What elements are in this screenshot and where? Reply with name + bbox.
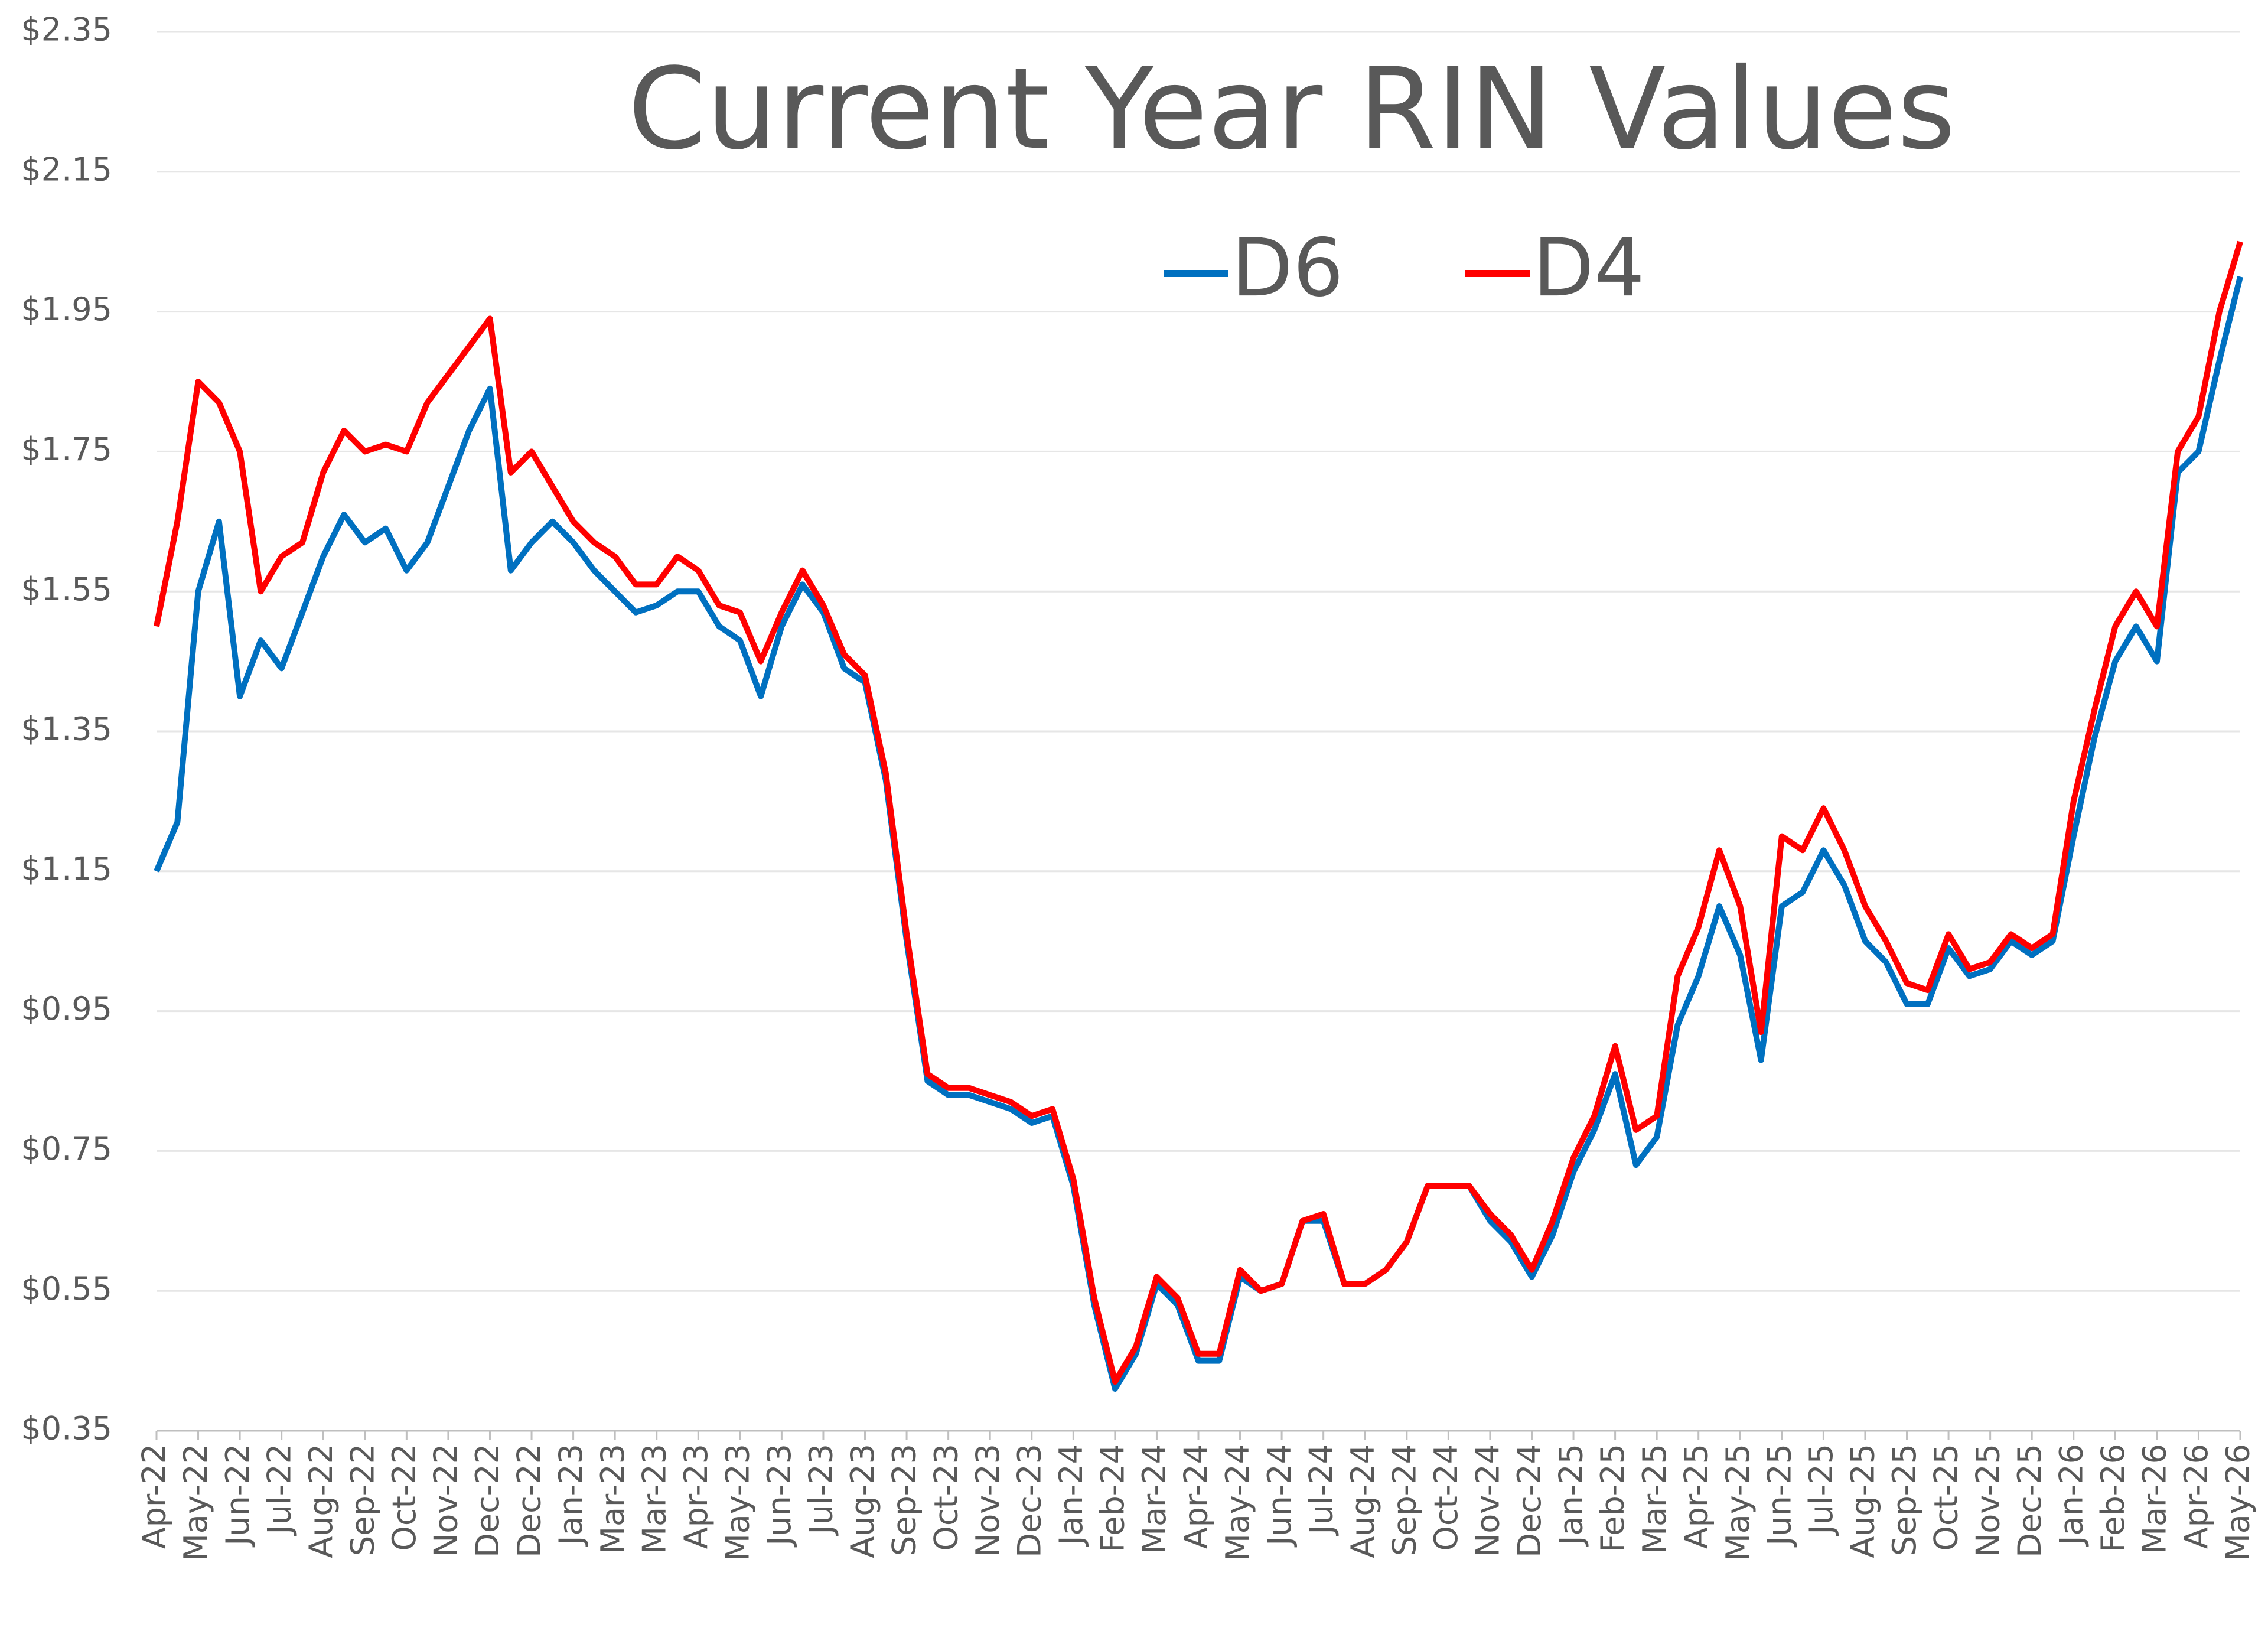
x-tick-label: May-26 — [2220, 1444, 2257, 1561]
x-tick-label: Dec-25 — [2011, 1444, 2048, 1558]
x-tick-label: Nov-23 — [969, 1444, 1006, 1557]
x-tick-label: Apr-26 — [2178, 1444, 2215, 1549]
y-tick-label: $2.35 — [21, 11, 112, 48]
x-tick-label: Jan-25 — [1553, 1444, 1590, 1547]
x-tick-label: Mar-23 — [594, 1444, 631, 1554]
x-tick-label: Mar-24 — [1136, 1444, 1173, 1554]
x-tick-label: Oct-25 — [1928, 1444, 1965, 1551]
x-tick-label: Sep-24 — [1386, 1444, 1423, 1556]
x-tick-label: Jun-24 — [1261, 1444, 1298, 1548]
x-tick-label: Aug-23 — [844, 1444, 881, 1558]
x-tick-label: Feb-26 — [2094, 1444, 2132, 1552]
y-tick-label: $1.55 — [21, 571, 112, 608]
x-tick-label: Dec-23 — [1011, 1444, 1048, 1558]
x-tick-label: Dec-22 — [511, 1444, 548, 1558]
x-tick-label: Jul-22 — [260, 1444, 298, 1536]
x-tick-label: May-23 — [719, 1444, 756, 1561]
x-tick-label: Mar-26 — [2136, 1444, 2174, 1554]
x-tick-label: Apr-24 — [1178, 1444, 1215, 1549]
x-tick-label: Aug-22 — [302, 1444, 340, 1558]
x-tick-label: Jan-23 — [552, 1444, 589, 1547]
x-tick-label: Nov-24 — [1469, 1444, 1507, 1557]
y-tick-label: $1.35 — [21, 711, 112, 748]
x-tick-label: Feb-24 — [1094, 1444, 1132, 1552]
x-tick-label: Jun-23 — [761, 1444, 798, 1548]
x-tick-label: Nov-25 — [1969, 1444, 2006, 1557]
x-tick-label: Aug-24 — [1344, 1444, 1381, 1558]
x-tick-label: Oct-22 — [386, 1444, 423, 1551]
x-tick-label: Feb-25 — [1594, 1444, 1631, 1552]
line-series — [154, 276, 2243, 1392]
x-tick-label: Jul-24 — [1302, 1444, 1340, 1536]
x-tick-label: Mar-23 — [636, 1444, 673, 1554]
x-tick-label: Apr-23 — [677, 1444, 715, 1549]
x-tick-label: Sep-23 — [886, 1444, 923, 1556]
x-tick-label: May-22 — [177, 1444, 214, 1561]
x-tick-label: May-24 — [1219, 1444, 1256, 1561]
line-series — [154, 240, 2243, 1385]
x-tick-label: Oct-23 — [927, 1444, 964, 1551]
y-tick-label: $0.55 — [21, 1270, 112, 1307]
x-tick-label: Jan-24 — [1052, 1444, 1090, 1547]
y-tick-label: $1.95 — [21, 291, 112, 328]
x-tick-label: Dec-24 — [1511, 1444, 1548, 1558]
legend-label: D4 — [1533, 222, 1645, 314]
x-tick-label: Sep-25 — [1886, 1444, 1923, 1556]
x-tick-label: Mar-25 — [1636, 1444, 1673, 1554]
x-tick-label: Nov-22 — [428, 1444, 465, 1557]
chart-title: Current Year RIN Values — [628, 44, 1956, 174]
y-tick-label: $0.75 — [21, 1130, 112, 1167]
x-tick-label: Jul-25 — [1803, 1444, 1840, 1536]
legend-label: D6 — [1231, 222, 1344, 314]
x-tick-label: Dec-22 — [469, 1444, 506, 1558]
x-tick-label: Jan-26 — [2052, 1444, 2090, 1547]
x-tick-label: Jun-22 — [219, 1444, 256, 1548]
x-tick-label: May-25 — [1719, 1444, 1757, 1561]
y-tick-label: $1.15 — [21, 850, 112, 887]
y-tick-label: $0.95 — [21, 990, 112, 1027]
x-tick-label: Jun-25 — [1761, 1444, 1798, 1548]
x-tick-label: Oct-24 — [1428, 1444, 1465, 1551]
x-tick-label: Apr-22 — [136, 1444, 173, 1549]
y-tick-label: $1.75 — [21, 431, 112, 468]
x-tick-label: Jul-23 — [803, 1444, 840, 1536]
y-tick-label: $2.15 — [21, 151, 112, 188]
x-tick-label: Apr-25 — [1677, 1444, 1715, 1549]
x-tick-label: Sep-22 — [344, 1444, 381, 1556]
y-tick-label: $0.35 — [21, 1410, 112, 1447]
x-tick-label: Aug-25 — [1845, 1444, 1882, 1558]
